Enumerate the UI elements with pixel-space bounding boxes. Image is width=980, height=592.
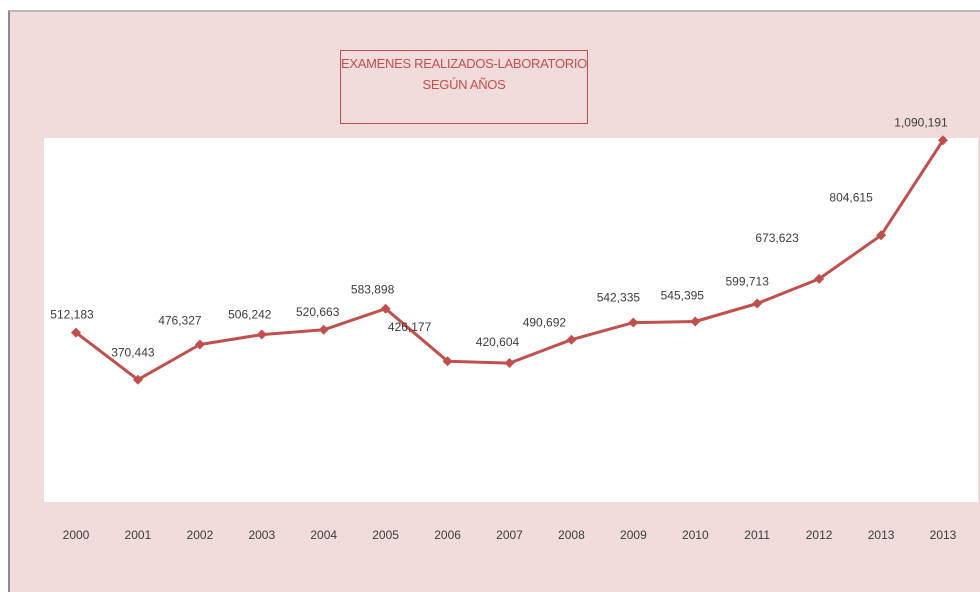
- plot-area: [44, 138, 978, 502]
- data-label: 599,713: [726, 275, 770, 289]
- x-tick-label: 2002: [187, 528, 214, 542]
- data-label: 506,242: [228, 308, 272, 322]
- data-label: 542,335: [597, 291, 641, 305]
- x-tick-label: 2010: [682, 528, 709, 542]
- data-point-marker: [71, 327, 81, 338]
- data-label: 520,663: [296, 305, 340, 319]
- chart-subtitle: SEGÚN AÑOS: [422, 77, 506, 92]
- data-point-marker: [194, 339, 205, 350]
- data-point-marker: [752, 298, 763, 309]
- data-point-marker: [814, 273, 825, 284]
- data-point-marker: [690, 316, 701, 327]
- data-label: 1,090,191: [894, 115, 948, 129]
- x-tick-label: 2000: [63, 528, 90, 542]
- data-label: 545,395: [661, 289, 705, 303]
- x-tick-label: 2001: [125, 528, 152, 542]
- data-label: 490,692: [523, 316, 567, 330]
- data-label: 673,623: [755, 231, 799, 245]
- x-tick-label: 2007: [496, 528, 523, 542]
- data-label: 426,177: [388, 320, 432, 334]
- data-point-marker: [132, 374, 143, 385]
- x-tick-label: 2005: [372, 528, 399, 542]
- x-tick-label: 2008: [558, 528, 585, 542]
- data-label: 476,327: [158, 314, 202, 328]
- data-label: 512,183: [50, 308, 94, 322]
- chart-title-box: EXAMENES REALIZADOS-LABORATORIO SEGÚN AÑ…: [340, 50, 588, 124]
- data-point-marker: [442, 356, 453, 367]
- x-tick-label: 2003: [248, 528, 275, 542]
- x-tick-label: 2013: [930, 528, 957, 542]
- data-point-marker: [566, 334, 577, 345]
- data-point-marker: [380, 303, 391, 314]
- data-point-marker: [504, 358, 515, 369]
- x-tick-label: 2006: [434, 528, 461, 542]
- data-point-marker: [256, 329, 267, 340]
- data-label: 370,443: [111, 346, 155, 360]
- data-label: 804,615: [829, 190, 873, 204]
- x-tick-label: 2011: [744, 528, 770, 542]
- chart-title: EXAMENES REALIZADOS-LABORATORIO: [341, 56, 587, 71]
- x-tick-label: 2009: [620, 528, 647, 542]
- data-label: 420,604: [476, 335, 520, 349]
- x-tick-label: 2012: [806, 528, 833, 542]
- data-point-marker: [876, 230, 887, 241]
- data-label: 583,898: [351, 283, 395, 297]
- x-tick-label: 2013: [868, 528, 895, 542]
- x-tick-label: 2004: [310, 528, 337, 542]
- data-point-marker: [318, 324, 329, 335]
- data-point-marker: [938, 135, 948, 146]
- data-point-marker: [628, 317, 639, 328]
